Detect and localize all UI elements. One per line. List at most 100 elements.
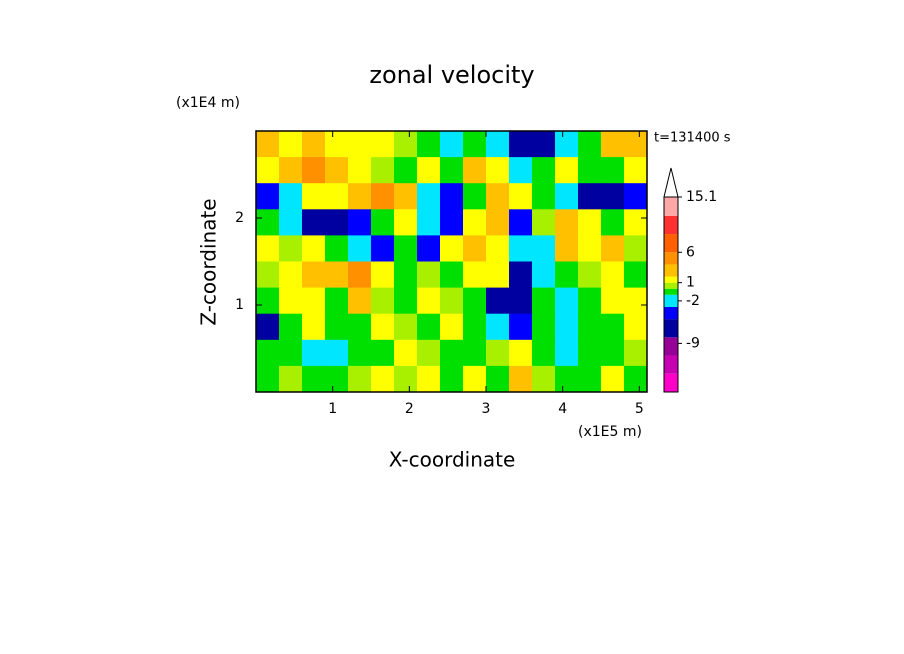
contour-cell xyxy=(256,183,280,210)
colorbar-box xyxy=(664,319,678,338)
colorbar-box xyxy=(664,234,678,253)
contour-cell xyxy=(325,157,349,184)
contour-cell xyxy=(624,365,648,393)
x-axis-label: X-coordinate xyxy=(389,448,516,472)
contour-cell xyxy=(555,313,579,341)
contour-cell xyxy=(325,209,349,236)
contour-cell xyxy=(394,287,418,315)
colorbar-box xyxy=(664,294,678,307)
contour-cell xyxy=(279,339,303,367)
contour-cell xyxy=(463,183,487,210)
colorbar-box xyxy=(664,264,678,277)
colorbar-box xyxy=(664,288,678,295)
contour-cell xyxy=(555,157,579,184)
contour-cell xyxy=(417,183,441,210)
contour-cell xyxy=(578,209,602,236)
contour-cell xyxy=(532,183,556,210)
contour-cell xyxy=(440,261,464,289)
contour-cell xyxy=(371,131,395,158)
contour-cell xyxy=(348,365,372,393)
contour-cell xyxy=(555,365,579,393)
contour-cell xyxy=(417,235,441,262)
contour-cell xyxy=(463,235,487,262)
contour-cell xyxy=(486,157,510,184)
contour-cell xyxy=(325,339,349,367)
contour-cell xyxy=(624,157,648,184)
contour-cell xyxy=(325,235,349,262)
contour-cell xyxy=(394,131,418,158)
contour-cell xyxy=(440,235,464,262)
colorbar-box xyxy=(664,373,678,392)
contour-cell xyxy=(509,365,533,393)
contour-cell xyxy=(417,287,441,315)
colorbar-tick-label: -9 xyxy=(686,335,700,351)
contour-cell xyxy=(279,157,303,184)
y-tick-label: 2 xyxy=(235,210,244,226)
contour-cell xyxy=(440,183,464,210)
contour-cell xyxy=(555,287,579,315)
contour-cell xyxy=(624,261,648,289)
contour-cell xyxy=(509,235,533,262)
contour-cell xyxy=(486,235,510,262)
contour-cell xyxy=(509,183,533,210)
x-tick-label: 4 xyxy=(558,401,567,417)
contour-cell xyxy=(348,313,372,341)
contour-cell xyxy=(555,183,579,210)
contour-cell xyxy=(371,183,395,210)
contour-cell xyxy=(486,131,510,158)
contour-cell xyxy=(440,157,464,184)
contour-cell xyxy=(302,287,326,315)
contour-cell xyxy=(578,261,602,289)
contour-cell xyxy=(325,365,349,393)
contour-cell xyxy=(279,313,303,341)
contour-cell xyxy=(256,157,280,184)
contour-cell xyxy=(348,157,372,184)
contour-cell xyxy=(601,365,625,393)
contour-cell xyxy=(578,183,602,210)
contour-cell xyxy=(440,339,464,367)
contour-cell xyxy=(624,235,648,262)
contour-cell xyxy=(486,209,510,236)
x-tick-label: 3 xyxy=(482,401,491,417)
contour-cell xyxy=(532,131,556,158)
chart-title: zonal velocity xyxy=(369,61,534,89)
contour-cell xyxy=(325,261,349,289)
contour-cell xyxy=(325,287,349,315)
contour-cell xyxy=(532,209,556,236)
contour-cell xyxy=(601,235,625,262)
colorbar-frame xyxy=(663,196,679,393)
contour-cell xyxy=(555,235,579,262)
contour-cell xyxy=(486,261,510,289)
contour-cell xyxy=(532,235,556,262)
contour-cell xyxy=(463,209,487,236)
contour-cell xyxy=(394,313,418,341)
contour-cell xyxy=(578,339,602,367)
contour-cell xyxy=(371,287,395,315)
contour-cell xyxy=(348,287,372,315)
contour-cell xyxy=(486,313,510,341)
contour-cell xyxy=(256,287,280,315)
contour-cell xyxy=(555,261,579,289)
contour-cell xyxy=(348,209,372,236)
colorbar-tick-label: 6 xyxy=(686,244,695,260)
contour-cell xyxy=(440,131,464,158)
contour-cell xyxy=(624,313,648,341)
x-tick-label: 2 xyxy=(405,401,414,417)
contour-cell xyxy=(302,339,326,367)
contour-cell xyxy=(578,313,602,341)
contour-cell xyxy=(394,209,418,236)
contour-cell xyxy=(371,365,395,393)
contour-cell xyxy=(578,235,602,262)
contour-cell xyxy=(509,157,533,184)
contour-cell xyxy=(394,339,418,367)
contour-cell xyxy=(279,209,303,236)
contour-cell xyxy=(486,365,510,393)
contour-cell xyxy=(417,365,441,393)
contour-cell xyxy=(601,209,625,236)
contour-cell xyxy=(325,183,349,210)
contour-cell xyxy=(302,131,326,158)
contour-cell xyxy=(578,287,602,315)
contour-cell xyxy=(394,365,418,393)
contour-cell xyxy=(463,339,487,367)
colorbar-box xyxy=(664,306,678,320)
